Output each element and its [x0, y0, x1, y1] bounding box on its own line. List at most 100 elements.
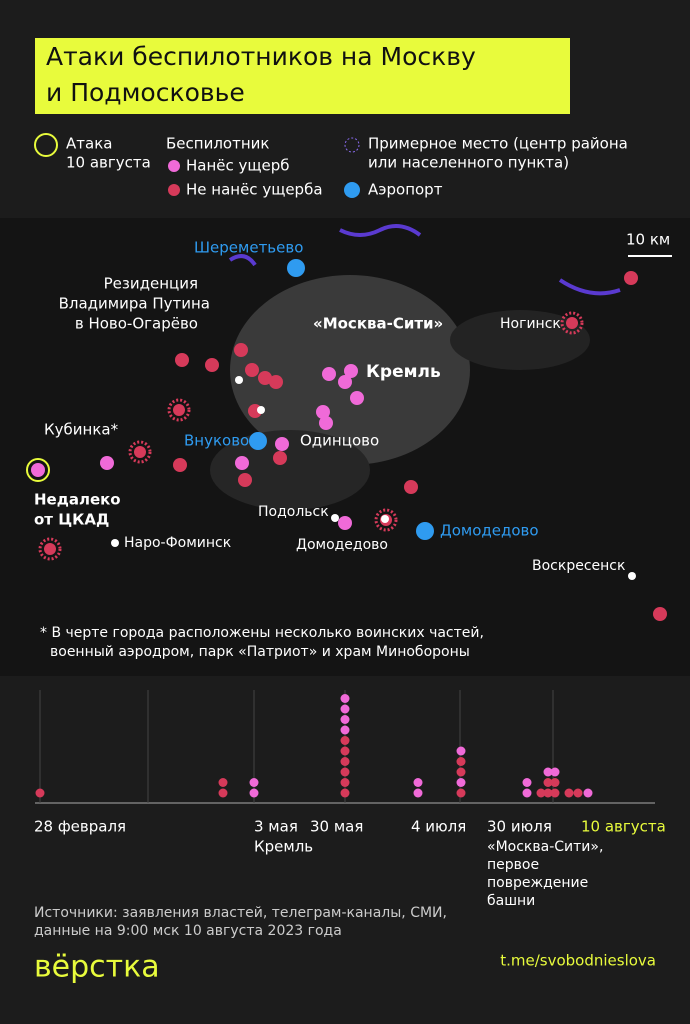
- timeline-dot: [522, 788, 532, 798]
- damaged-dot: [275, 437, 289, 451]
- title-box: [35, 38, 570, 114]
- footnote: военный аэродром, парк «Патриот» и храм …: [50, 644, 470, 660]
- timeline-dot: [340, 746, 350, 756]
- no-damage-dot: [258, 371, 272, 385]
- timeline: [35, 690, 655, 804]
- approx-dot: [374, 508, 398, 532]
- airport-icon: [287, 259, 305, 277]
- title: и Подмосковье: [46, 78, 245, 107]
- no-damage-dot: [173, 458, 187, 472]
- timeline-note: первое: [487, 857, 539, 873]
- no-damage-dot: [404, 480, 418, 494]
- timeline-dot: [543, 788, 553, 798]
- map-label: Кремль: [366, 362, 441, 382]
- town-dot: [628, 572, 636, 580]
- timeline-label: 3 мая: [254, 818, 298, 836]
- title: Атаки беспилотников на Москву: [46, 42, 476, 71]
- legend-text: 10 августа: [66, 154, 151, 172]
- damaged-dot: [322, 367, 336, 381]
- timeline-label: 30 июля: [487, 818, 552, 836]
- timeline-dot: [543, 767, 553, 777]
- damaged-dot: [31, 463, 45, 477]
- map-label: в Ново-Огарёво: [75, 315, 198, 333]
- airport-icon: [249, 432, 267, 450]
- map-label: Недалеко: [34, 491, 121, 509]
- timeline-dot: [413, 778, 423, 787]
- timeline-note: «Москва-Сити»,: [487, 839, 603, 855]
- not-damaged-icon: [168, 184, 180, 196]
- town-dot: [381, 515, 389, 523]
- map: [0, 218, 690, 676]
- map-label: Владимира Путина: [59, 295, 210, 313]
- approx-dot: [173, 404, 185, 416]
- map-label: Домодедово: [440, 522, 539, 540]
- timeline-label: 10 августа: [581, 818, 666, 836]
- timeline-dot: [413, 788, 423, 798]
- town-dot: [111, 539, 119, 547]
- damaged-dot: [100, 456, 114, 470]
- no-damage-dot: [175, 353, 189, 367]
- timeline-dot: [456, 757, 466, 766]
- map-label: Внуково: [184, 432, 249, 450]
- map-label: Воскресенск: [532, 558, 625, 574]
- legend-text: Нанёс ущерб: [186, 157, 290, 175]
- airport-icon: [416, 522, 434, 540]
- link[interactable]: t.me/svobodnieslova: [500, 952, 656, 970]
- timeline-dot: [536, 788, 546, 798]
- legend-text: Не нанёс ущерба: [186, 181, 323, 199]
- footnote: * В черте города расположены несколько в…: [40, 625, 484, 641]
- approx-icon: [344, 137, 360, 153]
- map-label: Подольск: [258, 504, 329, 520]
- timeline-dot: [550, 778, 560, 787]
- map-label: от ЦКАД: [34, 511, 109, 529]
- timeline-dot: [218, 788, 228, 798]
- timeline-note: повреждение: [487, 875, 588, 891]
- timeline-dot: [456, 788, 466, 798]
- timeline-dot: [218, 778, 228, 787]
- legend-text: Атака: [66, 135, 112, 153]
- attack-ring: [26, 458, 50, 482]
- timeline-dot: [340, 704, 350, 714]
- damaged-dot: [235, 456, 249, 470]
- logo: вёрстка: [34, 950, 160, 985]
- legend-text: или населенного пункта): [368, 154, 569, 172]
- damaged-dot: [350, 391, 364, 405]
- suburb: [210, 430, 370, 510]
- town-dot: [235, 376, 243, 384]
- water: [228, 224, 621, 296]
- approx-dot: [44, 543, 56, 555]
- map-label: Ногинск: [500, 316, 561, 332]
- map-label: Наро-Фоминск: [124, 535, 231, 551]
- legend-text: Аэропорт: [368, 181, 443, 199]
- map-label: Кубинка*: [44, 421, 119, 439]
- timeline-note: башни: [487, 893, 535, 909]
- sources: Источники: заявления властей, телеграм-к…: [34, 905, 447, 921]
- suburb: [450, 310, 590, 370]
- approx-dot: [38, 537, 62, 561]
- no-damage-dot: [273, 451, 287, 465]
- approx-dot: [134, 446, 146, 458]
- timeline-dot: [564, 788, 574, 798]
- map-label: Резиденция: [104, 275, 198, 293]
- approx-dot: [560, 311, 584, 335]
- town-dot: [257, 406, 265, 414]
- no-damage-dot: [245, 363, 259, 377]
- damaged-icon: [168, 160, 180, 172]
- damaged-dot: [344, 364, 358, 378]
- timeline-dot: [340, 694, 350, 703]
- timeline-label: 30 мая: [310, 818, 363, 836]
- timeline-label: Кремль: [254, 838, 313, 856]
- map-label: Шереметьево: [194, 239, 303, 257]
- map-label: 10 км: [626, 231, 670, 249]
- map-label: «Москва-Сити»: [313, 315, 443, 333]
- attack-icon: [34, 133, 58, 157]
- damaged-dot: [316, 405, 330, 419]
- timeline-dot: [340, 788, 350, 798]
- approx-dot: [128, 440, 152, 464]
- timeline-dot: [340, 767, 350, 777]
- timeline-dot: [340, 778, 350, 787]
- town-dot: [331, 514, 339, 522]
- timeline-dot: [522, 778, 532, 787]
